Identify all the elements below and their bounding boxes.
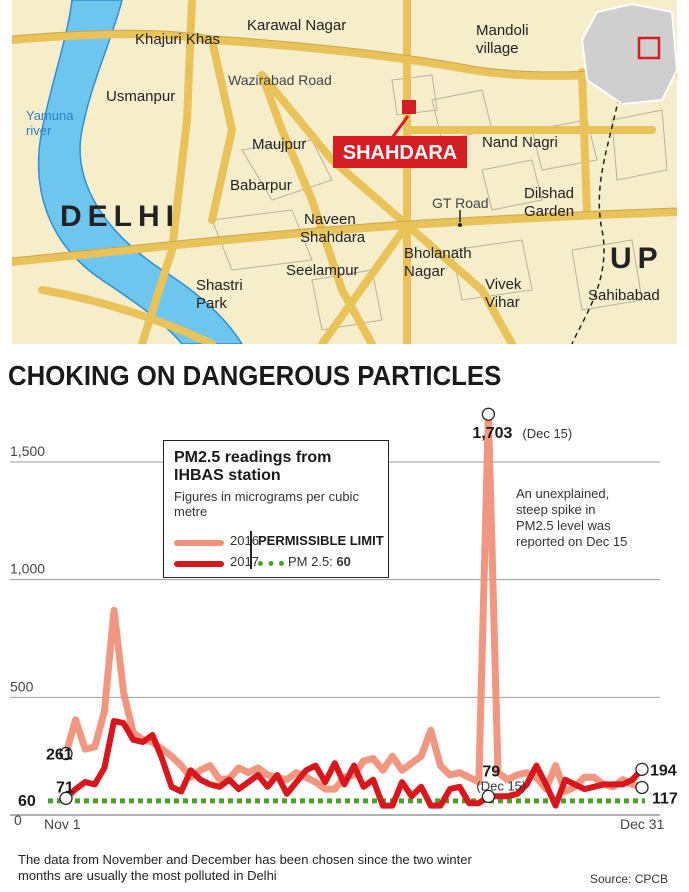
legend-label-2016: 2016 [230, 533, 259, 548]
shahdara-marker [402, 100, 416, 114]
legend-limit-row: PM 2.5: 60 [288, 554, 351, 569]
label-dec15-value: 79 [482, 763, 500, 780]
place-nand-nagri: Nand Nagri [482, 134, 558, 151]
map-graphic: SHAHDARA Khajuri Khas Karawal Nagar Mand… [12, 0, 677, 344]
legend-title: PM2.5 readings from IHBAS station [174, 449, 332, 484]
series-line-2017 [63, 717, 645, 809]
limit-value-label: 60 [18, 793, 36, 810]
marker-2016-peak [481, 407, 496, 421]
place-dilshad-garden: Dilshad Garden [524, 185, 578, 220]
place-vivek-vihar: Vivek Vihar [485, 276, 526, 311]
place-shastri-line-1: Shastri [196, 277, 243, 294]
source-credit: Source: CPCB [590, 872, 669, 886]
label-2016-start: 261 [46, 747, 73, 764]
y-axis-ticks: 500 1,000 1,500 0 [10, 443, 45, 828]
legend-swatch-2017 [174, 561, 224, 567]
x-tick-label-start: Nov 1 [44, 816, 81, 832]
y-tick-label-1500: 1,500 [10, 443, 45, 459]
label-peak-date: (Dec 15) [522, 426, 572, 441]
place-babarpur: Babarpur [230, 177, 292, 194]
marker-2016-start [59, 746, 73, 761]
chart-headline: CHOKING ON DANGEROUS PARTICLES [8, 360, 502, 391]
shahdara-label-box [333, 136, 467, 168]
place-bholanath-line-2: Nagar [404, 263, 445, 280]
legend-divider [250, 531, 252, 569]
place-mandoli: Mandoli village [476, 22, 533, 57]
region-up: UP [610, 242, 664, 275]
place-naveen-shahdara: Naveen Shahdara [300, 211, 366, 246]
y-tick-label-500: 500 [10, 678, 34, 694]
spike-note-line-2: steep spike in [516, 502, 596, 517]
river-label-line-2: river [26, 123, 52, 138]
legend-label-2017: 2017 [230, 554, 259, 569]
marker-2017-start [59, 791, 73, 805]
place-vivek-line-1: Vivek [485, 276, 522, 293]
place-dilshad-line-2: Garden [524, 203, 574, 220]
label-2016-end: 117 [652, 790, 678, 807]
marker-2017-end [635, 762, 649, 776]
location-map: SHAHDARA Khajuri Khas Karawal Nagar Mand… [12, 0, 677, 344]
gt-road-dot [458, 223, 462, 227]
legend-swatch-limit [258, 561, 284, 566]
place-maujpur: Maujpur [252, 136, 306, 153]
spike-note-line-3: PM2.5 level was [516, 518, 611, 533]
spike-note: An unexplained, steep spike in PM2.5 lev… [516, 486, 627, 549]
place-bholanath-nagar: Bholanath Nagar [404, 245, 476, 280]
place-shastri-park: Shastri Park [196, 277, 247, 312]
spike-note-line-1: An unexplained, [516, 486, 609, 501]
legend-subtitle: Figures in micrograms per cubic metre [174, 489, 359, 519]
permissible-limit-line: 60 [18, 793, 645, 810]
label-2017-start: 71 [56, 779, 74, 796]
river-label: Yamuna river [26, 108, 77, 138]
place-seelampur: Seelampur [286, 262, 359, 279]
state-boundary [571, 79, 623, 344]
place-vivek-line-2: Vihar [485, 294, 520, 311]
y-tick-label-0: 0 [14, 812, 22, 828]
marker-2017-dec15 [481, 789, 496, 804]
place-mandoli-line-1: Mandoli [476, 22, 529, 39]
legend-limit-label: PM 2.5: [288, 554, 333, 569]
marker-2016-end [635, 780, 649, 795]
road-gt: GT Road [432, 195, 489, 211]
y-tick-label-1000: 1,000 [10, 561, 45, 577]
series-lines [62, 410, 646, 809]
data-markers [59, 407, 649, 805]
place-sahibabad: Sahibabad [588, 287, 660, 304]
label-dec15-date: (Dec 15) [476, 778, 526, 793]
place-karawal-nagar: Karawal Nagar [247, 17, 346, 34]
place-naveen-line-2: Shahdara [300, 229, 366, 246]
chart-legend: PM2.5 readings from IHBAS station Figure… [163, 440, 389, 578]
road-wazirabad: Wazirabad Road [228, 72, 332, 88]
delhi-locator-inset [580, 2, 677, 106]
road-edges [12, 29, 677, 259]
shahdara-pointer [390, 115, 410, 139]
place-bholanath-line-1: Bholanath [404, 245, 472, 262]
place-khajuri-khas: Khajuri Khas [135, 31, 220, 48]
place-usmanpur: Usmanpur [106, 88, 175, 105]
place-dilshad-line-1: Dilshad [524, 185, 574, 202]
label-peak: 1,703 [472, 425, 512, 442]
region-delhi: DELHI [60, 200, 180, 233]
label-2017-end: 194 [650, 762, 677, 779]
legend-swatch-2016 [174, 540, 224, 546]
place-naveen-line-1: Naveen [304, 211, 356, 228]
legend-limit-header: PERMISSIBLE LIMIT [258, 533, 384, 548]
x-axis-ticks: Nov 1 Dec 31 [44, 816, 665, 832]
place-mandoli-line-2: village [476, 40, 519, 57]
river-label-line-1: Yamuna [26, 108, 74, 123]
x-tick-label-end: Dec 31 [620, 816, 665, 832]
shahdara-label: SHAHDARA [343, 142, 457, 164]
major-roads [12, 0, 677, 344]
footnote: The data from November and December has … [18, 852, 472, 883]
place-shastri-line-2: Park [196, 295, 227, 312]
spike-note-line-4: reported on Dec 15 [516, 534, 627, 549]
legend-limit-value: 60 [336, 554, 351, 569]
